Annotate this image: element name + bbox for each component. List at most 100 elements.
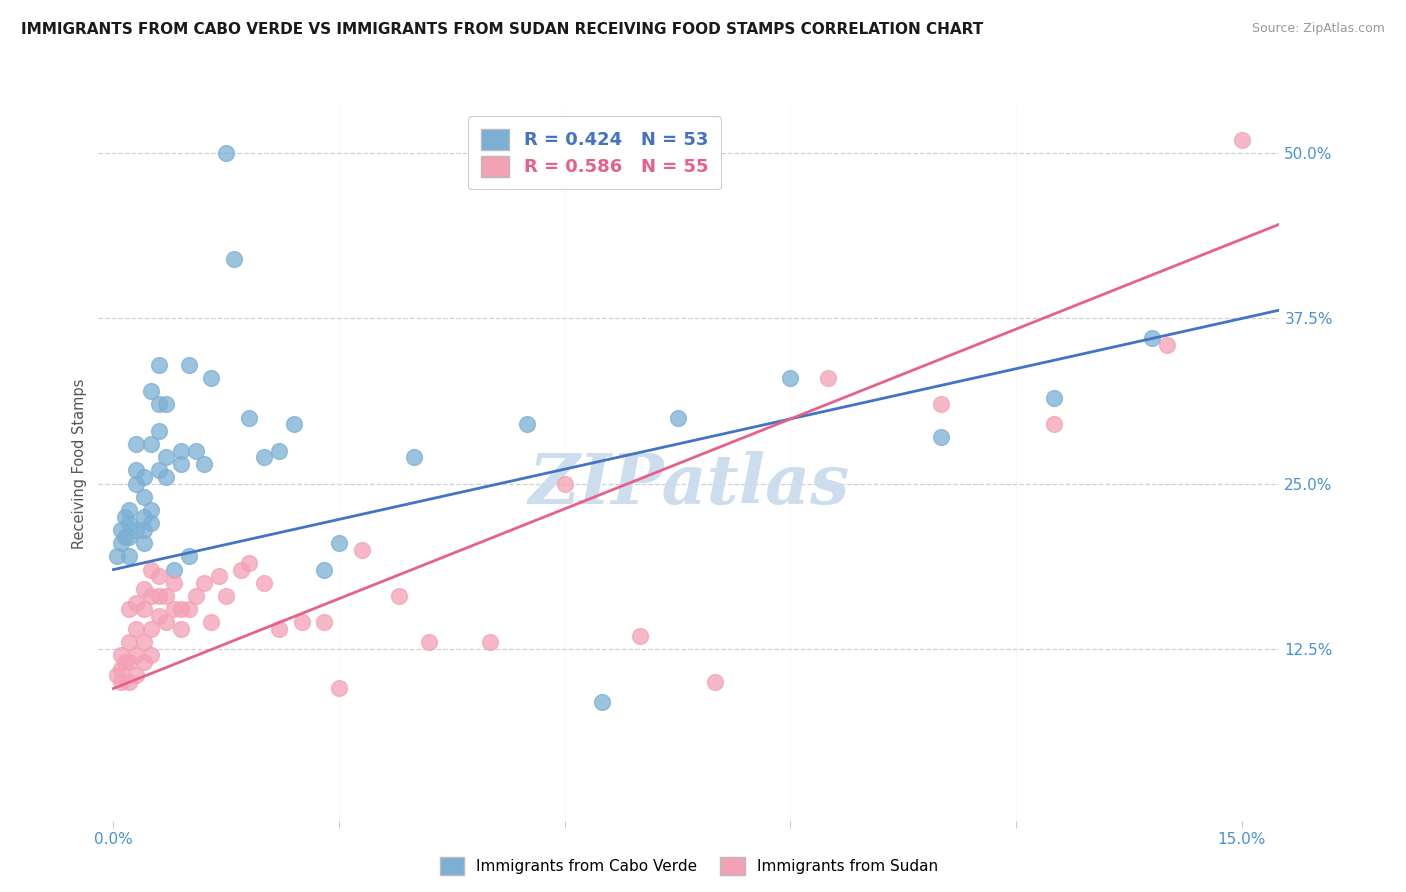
Point [418,635,440,649]
Point [132,655,155,669]
Point [704,674,727,689]
Point [193,457,215,471]
Point [170,602,193,616]
Point [117,549,139,564]
Point [163,602,186,616]
Point [117,635,139,649]
Point [314,615,336,630]
Point [554,476,576,491]
Point [148,463,170,477]
Point [929,430,952,444]
Point [1230,133,1253,147]
Point [125,463,148,477]
Point [148,608,170,623]
Point [105,549,128,564]
Point [132,602,155,616]
Point [328,536,350,550]
Point [125,622,148,636]
Point [125,437,148,451]
Legend: Immigrants from Cabo Verde, Immigrants from Sudan: Immigrants from Cabo Verde, Immigrants f… [433,851,945,880]
Point [200,615,222,630]
Point [591,695,613,709]
Point [267,622,290,636]
Point [110,674,132,689]
Point [148,424,170,438]
Point [155,397,177,411]
Point [139,622,162,636]
Point [125,523,148,537]
Point [117,674,139,689]
Point [139,384,162,399]
Point [1042,391,1064,405]
Point [132,490,155,504]
Point [170,622,193,636]
Point [404,450,426,465]
Point [139,516,162,531]
Point [163,575,186,590]
Point [231,563,253,577]
Point [105,668,128,682]
Point [238,556,260,570]
Point [125,668,148,682]
Point [110,662,132,676]
Point [139,648,162,663]
Point [1042,417,1064,432]
Text: ZIPatlas: ZIPatlas [529,451,849,519]
Point [132,536,155,550]
Point [139,589,162,603]
Point [328,681,350,696]
Point [817,371,839,385]
Point [283,417,305,432]
Point [186,589,208,603]
Point [253,450,276,465]
Point [186,443,208,458]
Point [290,615,312,630]
Point [132,509,155,524]
Point [177,358,200,372]
Point [125,596,148,610]
Point [929,397,952,411]
Point [139,563,162,577]
Point [1140,331,1163,345]
Point [193,575,215,590]
Point [215,146,238,161]
Point [155,470,177,484]
Point [110,648,132,663]
Point [200,371,222,385]
Point [114,529,136,543]
Point [478,635,501,649]
Point [253,575,276,590]
Point [177,549,200,564]
Point [170,443,193,458]
Point [155,615,177,630]
Point [177,602,200,616]
Point [388,589,411,603]
Point [117,655,139,669]
Point [132,635,155,649]
Point [215,589,238,603]
Point [238,410,260,425]
Text: IMMIGRANTS FROM CABO VERDE VS IMMIGRANTS FROM SUDAN RECEIVING FOOD STAMPS CORREL: IMMIGRANTS FROM CABO VERDE VS IMMIGRANTS… [21,22,983,37]
Point [628,629,651,643]
Point [267,443,290,458]
Point [208,569,231,583]
Point [117,602,139,616]
Point [314,563,336,577]
Point [114,509,136,524]
Point [155,589,177,603]
Point [148,397,170,411]
Point [110,536,132,550]
Point [222,252,245,266]
Point [148,569,170,583]
Point [114,655,136,669]
Point [170,457,193,471]
Point [666,410,689,425]
Point [110,523,132,537]
Point [117,516,139,531]
Point [163,563,186,577]
Point [125,476,148,491]
Point [117,503,139,517]
Point [139,503,162,517]
Point [155,450,177,465]
Y-axis label: Receiving Food Stamps: Receiving Food Stamps [72,378,87,549]
